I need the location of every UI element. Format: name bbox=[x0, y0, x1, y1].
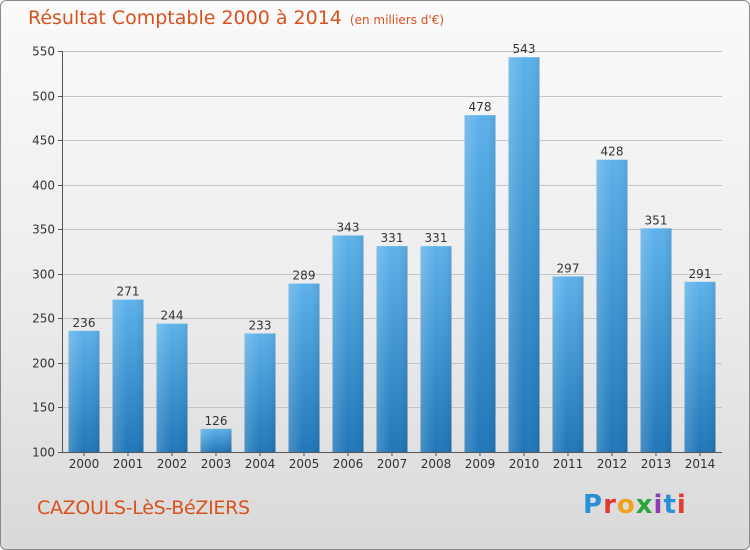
bar-shade-2007 bbox=[376, 246, 408, 452]
bar-shade-2002 bbox=[156, 323, 188, 452]
value-label: 543 bbox=[513, 42, 536, 56]
x-tick-label: 2001 bbox=[113, 457, 144, 471]
bar-shade-2005 bbox=[288, 283, 320, 452]
labels: 100 150 200 250 300 350 400 450 500 550 236 2000 271… bbox=[32, 42, 715, 471]
y-tick-label: 450 bbox=[32, 134, 55, 148]
y-tick-label: 300 bbox=[32, 268, 55, 282]
axes bbox=[58, 51, 722, 456]
y-tick-label: 400 bbox=[32, 179, 55, 193]
value-label: 331 bbox=[381, 231, 404, 245]
value-label: 236 bbox=[73, 316, 96, 330]
title-text: Résultat Comptable 2000 à 2014 bbox=[28, 7, 342, 29]
value-label: 271 bbox=[117, 285, 140, 299]
y-tick-label: 550 bbox=[32, 45, 55, 59]
chart-subtitle: (en milliers d'€) bbox=[349, 13, 445, 27]
value-label: 233 bbox=[249, 318, 272, 332]
value-label: 291 bbox=[689, 267, 712, 281]
logo-letter: i bbox=[676, 490, 687, 520]
proxiti-logo: Proxiti bbox=[583, 490, 687, 520]
value-label: 126 bbox=[205, 414, 228, 428]
bar-shade-2011 bbox=[552, 276, 584, 452]
logo-letter: x bbox=[635, 490, 654, 520]
bar-shade-2013 bbox=[640, 228, 672, 452]
bars bbox=[68, 57, 716, 452]
value-label: 343 bbox=[337, 220, 360, 234]
x-tick-label: 2000 bbox=[69, 457, 100, 471]
x-tick-label: 2013 bbox=[641, 457, 672, 471]
value-label: 289 bbox=[293, 269, 316, 283]
value-label: 351 bbox=[645, 213, 668, 227]
bar-shade-2003 bbox=[200, 428, 232, 452]
x-tick-label: 2009 bbox=[465, 457, 496, 471]
bar-shade-2006 bbox=[332, 235, 364, 452]
bar-shade-2010 bbox=[508, 57, 540, 452]
y-tick-label: 150 bbox=[32, 401, 55, 415]
logo-letter: r bbox=[603, 490, 617, 520]
bar-shade-2009 bbox=[464, 115, 496, 452]
value-label: 331 bbox=[425, 231, 448, 245]
logo-letter: o bbox=[616, 490, 636, 520]
x-tick-label: 2012 bbox=[597, 457, 628, 471]
x-tick-label: 2005 bbox=[289, 457, 320, 471]
bar-shade-2012 bbox=[596, 159, 628, 452]
x-tick-label: 2002 bbox=[157, 457, 188, 471]
value-label: 244 bbox=[161, 309, 184, 323]
x-tick-label: 2003 bbox=[201, 457, 232, 471]
bar-shade-2008 bbox=[420, 246, 452, 452]
y-tick-label: 500 bbox=[32, 90, 55, 104]
x-tick-label: 2010 bbox=[509, 457, 540, 471]
x-tick-label: 2011 bbox=[553, 457, 584, 471]
bar-shade-2014 bbox=[684, 281, 716, 452]
bar-shade-2004 bbox=[244, 333, 276, 452]
value-label: 428 bbox=[601, 145, 624, 159]
bar-shade-2000 bbox=[68, 330, 100, 452]
value-label: 478 bbox=[469, 100, 492, 114]
value-label: 297 bbox=[557, 261, 580, 275]
y-tick-label: 350 bbox=[32, 223, 55, 237]
x-tick-label: 2007 bbox=[377, 457, 408, 471]
commune-name: CAZOULS-LèS-BéZIERS bbox=[37, 497, 250, 519]
y-tick-label: 250 bbox=[32, 312, 55, 326]
chart-title: Résultat Comptable 2000 à 2014 (en millie… bbox=[28, 7, 444, 29]
bar-shade-2001 bbox=[112, 299, 144, 452]
y-tick-label: 100 bbox=[32, 446, 55, 460]
x-tick-label: 2004 bbox=[245, 457, 276, 471]
bar-chart: 100 150 200 250 300 350 400 450 500 550 236 2000 271… bbox=[32, 42, 722, 471]
logo-letter: P bbox=[583, 490, 604, 520]
logo-letter: i bbox=[653, 490, 664, 520]
y-tick-label: 200 bbox=[32, 357, 55, 371]
x-tick-label: 2006 bbox=[333, 457, 364, 471]
x-tick-label: 2008 bbox=[421, 457, 452, 471]
logo-letter: t bbox=[663, 490, 677, 520]
x-tick-label: 2014 bbox=[685, 457, 716, 471]
